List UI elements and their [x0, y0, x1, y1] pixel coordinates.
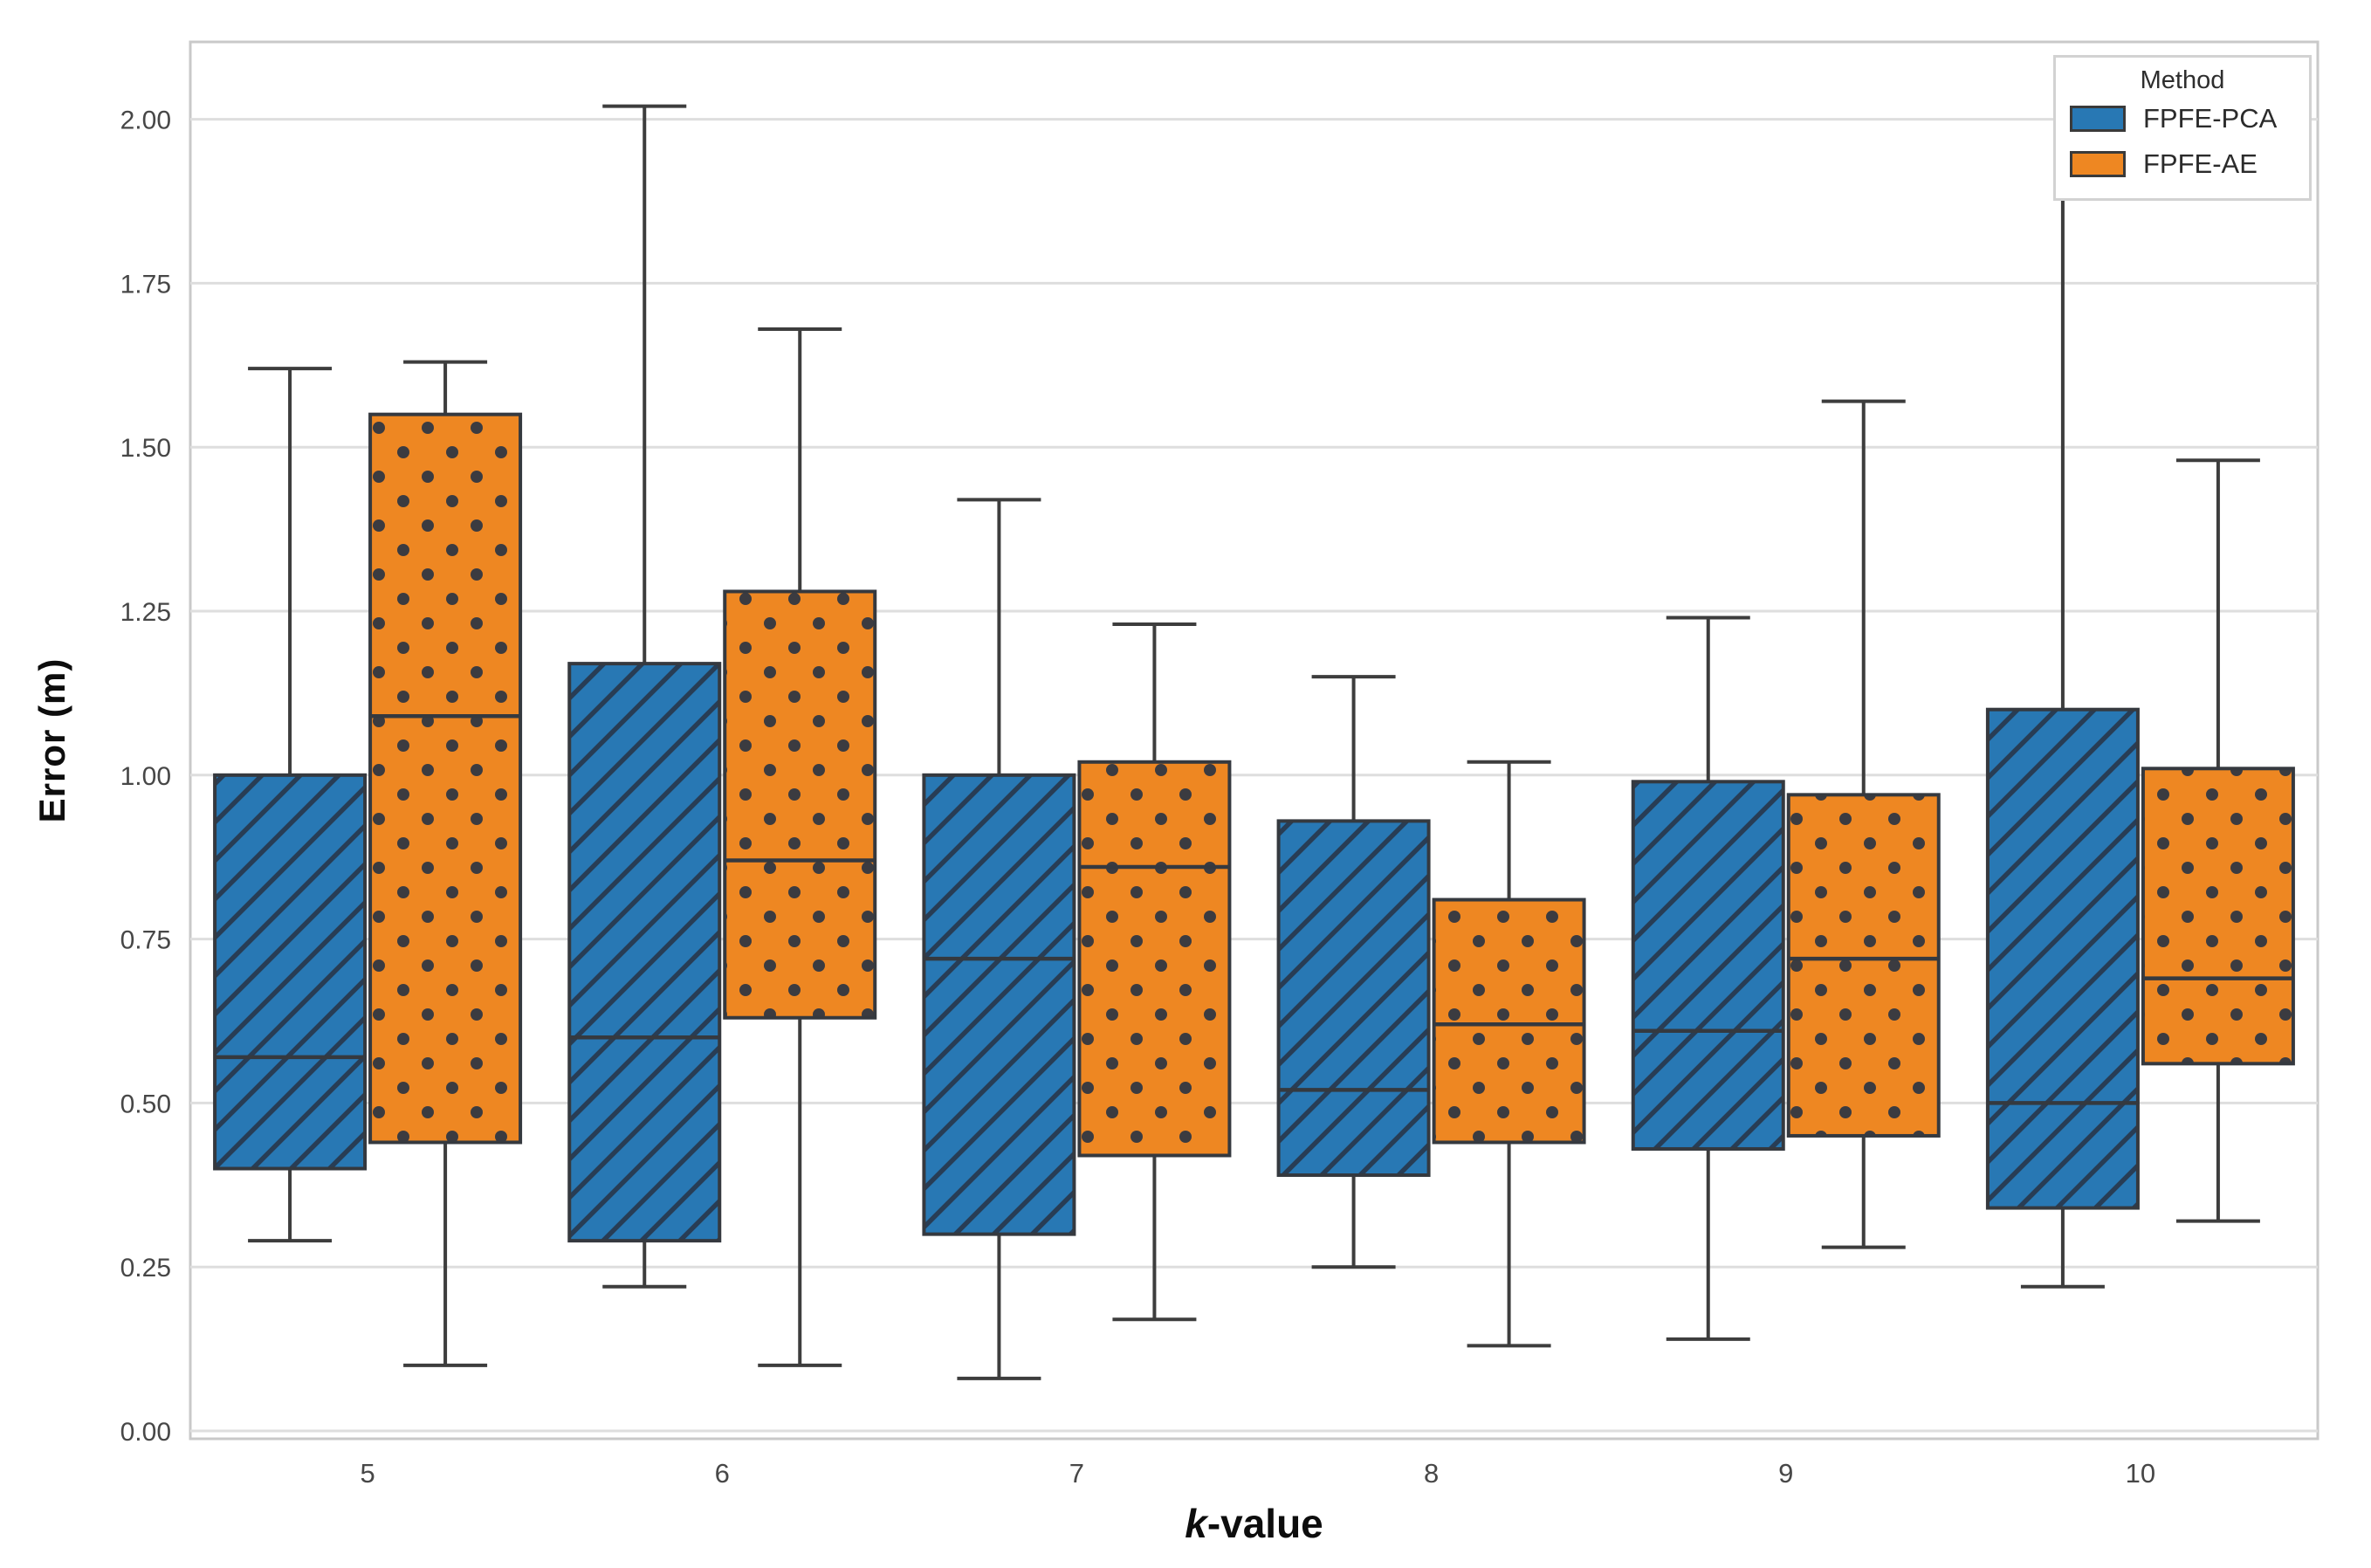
box-FPFE-AE-k8: [1432, 760, 1586, 1348]
box-FPFE-PCA-k10: [1985, 165, 2140, 1289]
x-tick-label: 6: [715, 1458, 730, 1489]
y-tick-label: 1.25: [120, 598, 171, 627]
x-axis-title: k-value: [190, 1500, 2318, 1547]
y-tick-label: 1.00: [120, 762, 171, 791]
y-tick-label: 2.00: [120, 107, 171, 135]
box-FPFE-PCA-k5: [213, 367, 368, 1243]
box-FPFE-AE-k10: [2141, 458, 2295, 1223]
box-FPFE-PCA-k9: [1631, 616, 1785, 1341]
y-tick-label: 1.50: [120, 434, 171, 463]
legend-label-fpfe-ae: FPFE-AE: [2143, 148, 2258, 179]
y-tick-label: 0.75: [120, 926, 171, 955]
box-FPFE-PCA-k8: [1276, 675, 1431, 1269]
y-tick-label: 0.00: [120, 1418, 171, 1447]
legend-swatch-fpfe-pca: [2070, 106, 2126, 132]
box-FPFE-PCA-k7: [922, 498, 1076, 1380]
x-tick-label: 5: [360, 1458, 375, 1489]
legend-item-fpfe-ae: FPFE-AE: [2056, 141, 2309, 187]
y-tick-label: 0.50: [120, 1090, 171, 1118]
legend-title: Method: [2140, 66, 2225, 94]
y-axis-title: Error (m): [31, 658, 73, 823]
x-tick-label: 9: [1778, 1458, 1793, 1489]
legend-label-fpfe-pca: FPFE-PCA: [2143, 103, 2278, 134]
x-tick-label: 10: [2126, 1458, 2155, 1489]
y-axis-title-text: Error (m): [31, 657, 72, 823]
box-FPFE-AE-k5: [368, 360, 523, 1367]
legend: Method FPFE-PCA FPFE-AE: [2053, 55, 2312, 201]
legend-item-fpfe-pca: FPFE-PCA: [2056, 96, 2309, 141]
y-tick-label: 1.75: [120, 270, 171, 299]
box-FPFE-AE-k9: [1786, 399, 1941, 1249]
box-FPFE-PCA-k6: [567, 104, 722, 1289]
box-FPFE-AE-k6: [723, 327, 877, 1367]
box-FPFE-AE-k7: [1077, 622, 1232, 1322]
plot-area: [189, 40, 2319, 1441]
x-tick-label: 7: [1069, 1458, 1084, 1489]
x-axis-title-rest: -value: [1206, 1501, 1323, 1546]
x-tick-label: 8: [1424, 1458, 1439, 1489]
y-tick-label: 0.25: [120, 1254, 171, 1283]
legend-swatch-fpfe-ae: [2070, 151, 2126, 177]
x-axis-title-italic-k: k: [1185, 1501, 1207, 1546]
